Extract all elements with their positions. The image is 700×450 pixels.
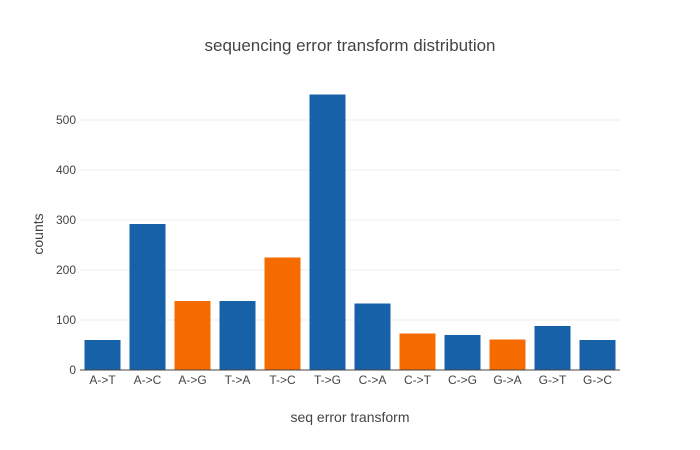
x-tick-label: T->G (314, 373, 341, 387)
bar-ga[interactable] (489, 339, 526, 371)
bar-ta[interactable] (219, 301, 256, 370)
bar-gt[interactable] (534, 326, 571, 370)
x-tick-label: G->A (493, 373, 521, 387)
grid-layer (80, 119, 620, 321)
bar-tg[interactable] (309, 94, 346, 371)
x-tick-label: A->T (89, 373, 116, 387)
x-tick-label: A->G (178, 373, 206, 387)
x-tick-label: G->T (539, 373, 567, 387)
bar-ag[interactable] (174, 301, 211, 370)
y-tick-label: 400 (56, 163, 76, 177)
x-tick-label: C->G (448, 373, 477, 387)
x-tick-label: T->A (225, 373, 251, 387)
y-tick-label: 300 (56, 213, 76, 227)
y-tick-label: 200 (56, 263, 76, 277)
y-tick-label: 100 (56, 313, 76, 327)
x-tick-label: C->A (359, 373, 387, 387)
x-tick-label: G->C (583, 373, 612, 387)
bar-gc[interactable] (579, 340, 616, 370)
bar-cg[interactable] (444, 335, 481, 370)
chart-title: sequencing error transform distribution (204, 36, 495, 55)
bar-tc[interactable] (264, 257, 301, 371)
x-tick-label: C->T (404, 373, 432, 387)
bar-ac[interactable] (129, 224, 166, 370)
x-tick-label: T->C (269, 373, 296, 387)
bars-layer (84, 94, 616, 371)
y-tick-label: 0 (69, 363, 76, 377)
bar-at[interactable] (84, 340, 121, 370)
x-tick-labels: A->T A->C A->G T->A T->C T->G C->A C->T C->G G->A… (89, 373, 612, 387)
x-axis-title: seq error transform (290, 409, 409, 425)
y-tick-labels: 0 100 200 300 400 500 (56, 113, 76, 377)
y-tick-label: 500 (56, 113, 76, 127)
bar-ct[interactable] (399, 333, 436, 371)
x-tick-label: A->C (134, 373, 162, 387)
bar-ca[interactable] (354, 303, 391, 371)
y-axis-title: counts (30, 213, 46, 254)
